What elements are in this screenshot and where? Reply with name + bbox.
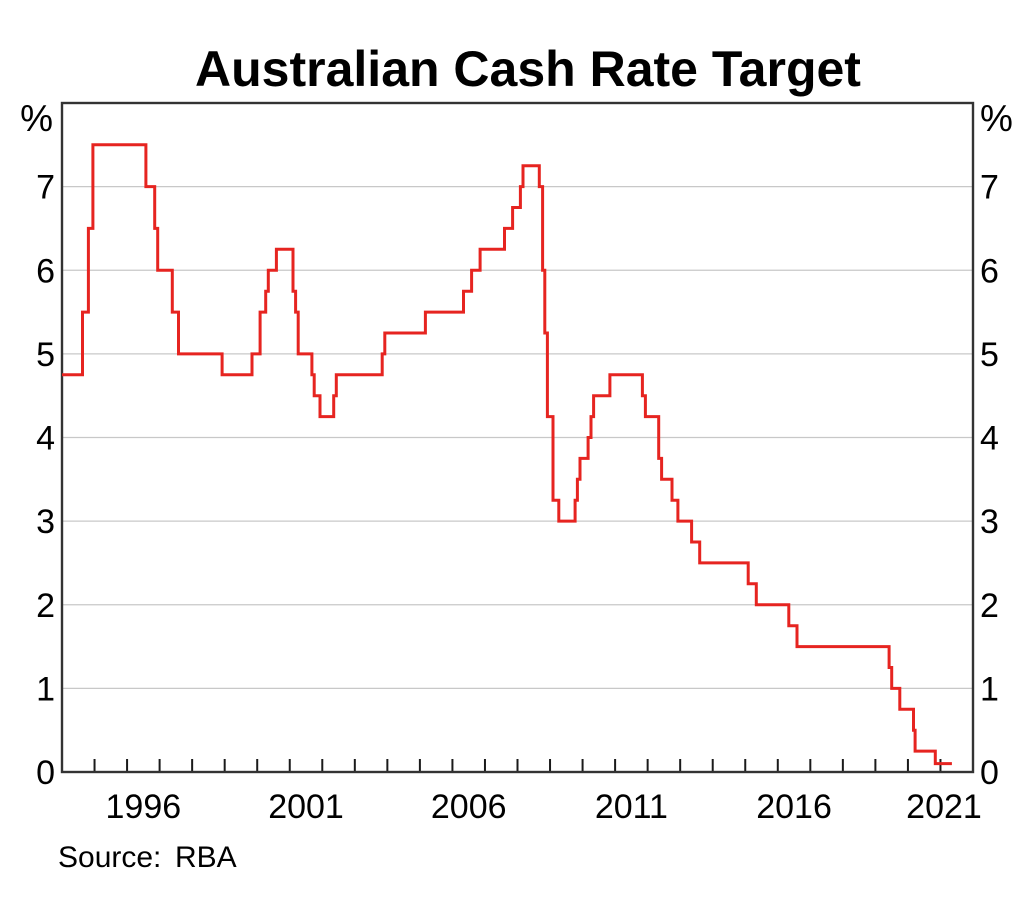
y-axis-label-right: 3: [980, 503, 999, 541]
x-axis-label: 2006: [431, 788, 507, 826]
y-axis-label-left: 5: [36, 336, 55, 374]
percent-unit-left: %: [20, 98, 53, 139]
y-axis-label-right: 7: [980, 169, 999, 207]
y-axis-label-right: 1: [980, 670, 999, 708]
y-axis-label-left: 4: [36, 420, 55, 458]
percent-unit-right: %: [980, 98, 1013, 139]
cash-rate-step-line: [62, 143, 952, 766]
x-axis-label: 2011: [595, 788, 668, 826]
x-axis-label: 2001: [268, 788, 344, 826]
x-axis-label: 2021: [906, 788, 982, 826]
x-axis-ticks: [93, 759, 942, 771]
plot-border: [60, 101, 975, 774]
y-axis-label-left: 6: [36, 252, 55, 290]
x-axis-labels: 1996 2001 2006 2011 2016 2021: [106, 788, 982, 826]
x-axis-label: 1996: [106, 788, 182, 826]
gridlines: [62, 185, 973, 690]
x-axis-label: 2016: [756, 788, 832, 826]
y-axis-labels-left: 0 1 2 3 4 5 6 7: [36, 169, 55, 792]
y-axis-label-left: 3: [36, 503, 55, 541]
y-axis-label-right: 5: [980, 336, 999, 374]
source-label: Source:: [58, 841, 161, 874]
y-axis-label-right: 6: [980, 252, 999, 290]
y-axis-label-left: 1: [36, 670, 55, 708]
y-axis-label-left: 7: [36, 169, 55, 207]
source-value: RBA: [175, 841, 237, 874]
y-axis-label-left: 0: [36, 754, 55, 792]
chart-title: Australian Cash Rate Target: [195, 41, 861, 97]
y-axis-label-right: 2: [980, 587, 999, 625]
y-axis-label-right: 0: [980, 754, 999, 792]
y-axis-labels-right: 0 1 2 3 4 5 6 7: [980, 169, 999, 792]
y-axis-label-right: 4: [980, 420, 999, 458]
y-axis-label-left: 2: [36, 587, 55, 625]
